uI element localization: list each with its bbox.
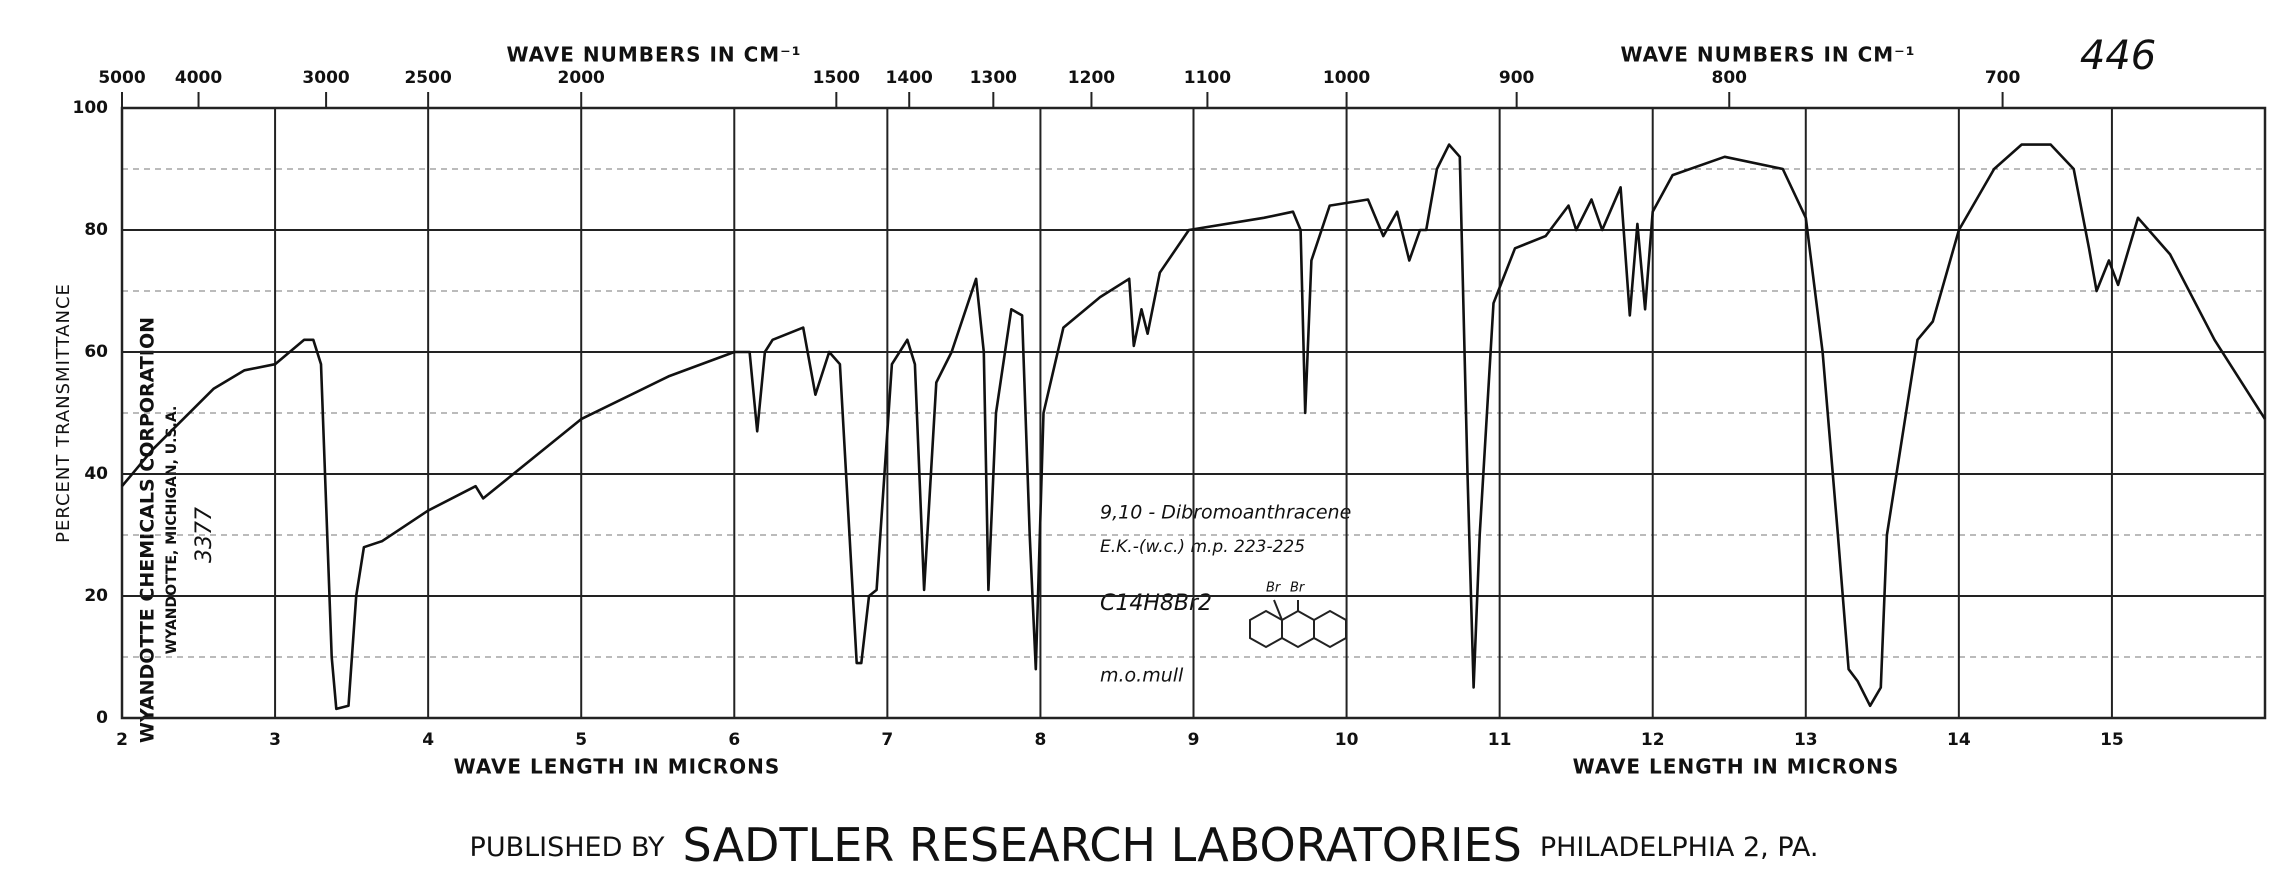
stamp-company: WYANDOTTE CHEMICALS CORPORATION (137, 317, 159, 743)
x-tick-label: 5 (575, 730, 587, 750)
spectrum-line (121, 143, 2267, 711)
plot-frame (120, 106, 2267, 720)
y-tick-label: 100 (73, 98, 109, 118)
x2-axis-label: WAVE NUMBERS IN CM⁻¹ (1621, 43, 1916, 67)
x2-tick-label: 2000 (558, 68, 605, 88)
x2-tick-label: 800 (1712, 68, 1748, 88)
annotation-medium: m.o.mull (1100, 665, 1184, 687)
x2-tick-label: 900 (1499, 68, 1535, 88)
x2-tick-label: 1300 (970, 68, 1017, 88)
stamp-address: WYANDOTTE, MICHIGAN, U.S.A. (164, 406, 180, 655)
footer-small: PUBLISHED BY (470, 832, 665, 863)
x2-axis-label: WAVE NUMBERS IN CM⁻¹ (507, 43, 802, 67)
x-tick-label: 15 (2100, 730, 2124, 750)
x-tick-label: 4 (422, 730, 434, 750)
y-tick-label: 60 (84, 342, 108, 362)
y-tick-label: 0 (96, 708, 108, 728)
x-tick-label: 13 (1794, 730, 1818, 750)
x-tick-label: 8 (1035, 730, 1047, 750)
annotation-formula: C14H8Br2 (1100, 591, 1212, 616)
x-tick-label: 3 (269, 730, 281, 750)
x2-tick-label: 1400 (886, 68, 933, 88)
y-tick-label: 80 (84, 220, 108, 240)
annotation-name: 9,10 - Dibromoanthracene (1100, 502, 1351, 524)
page-number: 446 (2080, 33, 2156, 79)
footer-title: SADTLER RESEARCH LABORATORIES (683, 818, 1522, 872)
x2-tick-label: 2500 (404, 68, 451, 88)
x2-tick-label: 700 (1985, 68, 2021, 88)
y-tick-label: 20 (84, 586, 108, 606)
structure-label: Br (1290, 581, 1306, 596)
x-tick-label: 2 (116, 730, 128, 750)
x-tick-label: 6 (728, 730, 740, 750)
x-axis-label: WAVE LENGTH IN MICRONS (1573, 755, 1900, 779)
x2-tick-label: 1500 (813, 68, 860, 88)
y-tick-label: 40 (84, 464, 108, 484)
x2-tick-label: 3000 (302, 68, 349, 88)
x-tick-label: 7 (881, 730, 893, 750)
x-tick-label: 9 (1188, 730, 1200, 750)
structure-label: Br (1266, 581, 1282, 596)
x2-tick-label: 1100 (1184, 68, 1231, 88)
annotation-box (1082, 490, 1434, 698)
annotation-mp: E.K.-(w.c.) m.p. 223-225 (1100, 537, 1305, 557)
x-tick-label: 11 (1488, 730, 1512, 750)
x2-tick-label: 1200 (1068, 68, 1115, 88)
x-tick-label: 14 (1947, 730, 1971, 750)
x2-tick-label: 5000 (98, 68, 145, 88)
y-axis-label: PERCENT TRANSMITTANCE (53, 283, 74, 543)
x-axis-label: WAVE LENGTH IN MICRONS (454, 755, 781, 779)
x-tick-label: 10 (1335, 730, 1359, 750)
footer-small: PHILADELPHIA 2, PA. (1540, 832, 1819, 863)
x2-tick-label: 4000 (175, 68, 222, 88)
x2-tick-label: 1000 (1323, 68, 1370, 88)
x-tick-label: 12 (1641, 730, 1665, 750)
footer: PUBLISHED BY SADTLER RESEARCH LABORATORIE… (470, 818, 1819, 872)
